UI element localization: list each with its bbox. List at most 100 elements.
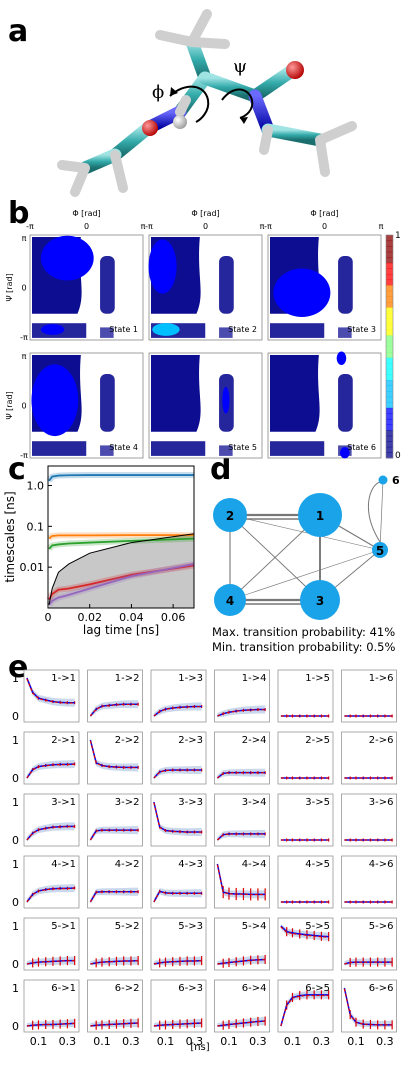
psi-tick-zero: 0 [21,402,26,411]
ck-transition-label: 6->6 [369,983,394,994]
ck-cell: 2->5 [277,731,334,785]
ck-transition-label: 3->1 [51,797,76,808]
oxygen-atom-right [286,61,304,79]
state-map-4: State 4 [29,352,144,459]
colorbar-segment [386,374,393,381]
ck-cell-frame [150,731,207,785]
ck-cell-frame [277,917,334,971]
y-axis-label: timescales [ns] [3,491,17,582]
basin-alpha [151,355,201,432]
ck-x-tick: 0.3 [249,1035,267,1048]
panel-letter-a: a [8,14,29,49]
min-transition-note: Min. transition probability: 0.5% [212,640,396,654]
ck-x-tick: 0.3 [313,1035,331,1048]
ck-transition-label: 2->1 [51,735,76,746]
x-tick-label: 0 [45,611,52,624]
ck-x-tick: 0.3 [122,1035,140,1048]
ck-transition-label: 3->4 [242,797,267,808]
ck-cell: 4->4 [214,855,270,909]
ck-estimate-line [26,1022,75,1027]
density-contour [222,386,230,414]
ck-cell-frame [277,669,334,723]
ck-cell: 6->2 0.1 0.3 [87,979,143,1048]
network-edge [229,514,321,601]
colorbar-segment [386,335,393,342]
network-node [214,584,246,616]
ck-uncertainty-band [217,705,266,718]
colorbar-segment [386,257,393,264]
ck-estimate-line [280,926,329,938]
phi-axis-label: Φ [rad] [310,209,338,218]
ck-y-tick-0: 0 [12,772,19,785]
ck-estimate-line [153,769,202,779]
phi-tick-pi: π [379,222,384,231]
network-node-label: 4 [226,594,234,608]
phi-axis-label: Φ [rad] [191,209,219,218]
ck-cell: 6->6 0.1 0.3 [341,979,397,1048]
ck-x-tick: 0.1 [30,1035,48,1048]
ck-model-line [280,994,329,1027]
ck-cell-frame [277,855,334,909]
psi-axis-label: Ψ [rad] [5,273,14,301]
ck-cell: 4->5 [277,855,334,909]
ck-transition-label: 2->6 [369,735,394,746]
colorbar-segment [386,307,393,314]
colorbar-segment [386,324,393,331]
ck-estimate-line [153,706,202,717]
state-label: State 6 [347,443,376,452]
ck-transition-label: 3->3 [178,797,203,808]
ck-transition-label: 1->6 [369,673,394,684]
network-edge [229,549,381,601]
density-contour [148,239,177,294]
colorbar-max-label: 1 [395,231,401,241]
molecule-render: ϕ ψ [57,9,357,197]
colorbar-segment [386,251,393,258]
colorbar-segment [386,368,393,375]
basin-bottom-right [219,445,233,456]
ck-cell: 1->4 [214,669,270,723]
ck-estimate-line [26,960,75,965]
ck-transition-label: 6->3 [178,983,203,994]
ck-cell: 5->6 [341,917,397,971]
ck-transition-label: 5->5 [305,921,330,932]
ck-estimate-line [217,772,266,779]
network-edge [229,514,381,551]
basin-left-handed [219,256,234,314]
density-contour [40,324,65,335]
ck-cell-frame [341,855,397,909]
phi-tick-zero: 0 [203,222,208,231]
colorbar-segment [386,246,393,253]
basin-bottom-right [100,327,114,338]
colorbar-segment [386,407,393,414]
ck-cell-frame [87,669,143,723]
bond-carbonyl-left [108,121,155,162]
network-node [378,475,388,485]
x-tick-label: 0.02 [77,611,102,624]
phi-arrowhead [170,87,178,96]
bond-methyl-h [155,9,230,49]
colorbar-segment [386,240,393,247]
phi-tick-neg-pi: -π [145,222,153,231]
panel-letter-c: c [8,452,26,487]
phi-tick-pi: π [141,222,146,231]
colorbar-segment [386,279,393,286]
ck-transition-label: 4->3 [178,859,203,870]
ck-transition-label: 6->2 [115,983,140,994]
colorbar-segment [386,329,393,336]
colorbar-segment [386,430,393,437]
colorbar-segment [386,352,393,359]
ck-cell-frame [23,855,80,909]
ck-transition-label: 5->4 [242,921,267,932]
phi-tick-zero: 0 [84,222,89,231]
basin-left-handed [100,256,115,314]
bond-methyl-right [261,123,327,147]
ck-x-tick: 0.1 [284,1035,302,1048]
ck-cell: 1->6 [341,669,397,723]
x-tick-label: 0.04 [119,611,144,624]
density-contour [340,447,350,459]
basin-bottom [151,441,206,456]
psi-tick-pi: π [22,352,27,361]
ck-y-tick-1: 1 [12,734,19,747]
ck-cell: 2->3 [150,731,207,785]
